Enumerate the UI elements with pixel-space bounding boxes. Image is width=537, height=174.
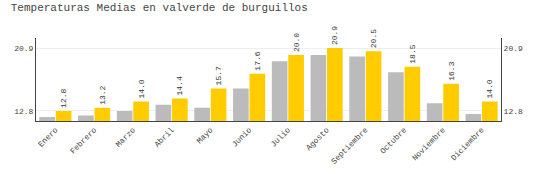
svg-text:14.0: 14.0 [485, 79, 494, 98]
svg-text:Marzo: Marzo [114, 125, 137, 148]
svg-text:12.8: 12.8 [504, 107, 523, 116]
svg-text:12.8: 12.8 [14, 107, 33, 116]
svg-text:12.8: 12.8 [59, 89, 68, 108]
svg-text:Noviembre: Noviembre [410, 125, 447, 162]
svg-text:Julio: Julio [269, 125, 292, 148]
svg-text:20.9: 20.9 [330, 26, 339, 45]
svg-text:Diciembre: Diciembre [449, 125, 486, 162]
svg-text:Mayo: Mayo [195, 125, 215, 145]
svg-text:17.6: 17.6 [253, 51, 262, 70]
svg-text:Febrero: Febrero [68, 125, 98, 155]
svg-text:20.0: 20.0 [292, 33, 301, 52]
svg-text:Agosto: Agosto [304, 125, 331, 152]
svg-text:Septiembre: Septiembre [329, 125, 369, 165]
svg-text:13.2: 13.2 [98, 85, 107, 104]
svg-text:Abril: Abril [153, 125, 176, 148]
svg-text:14.0: 14.0 [137, 79, 146, 98]
svg-text:14.4: 14.4 [175, 76, 184, 95]
svg-text:Junio: Junio [230, 125, 253, 148]
svg-text:Enero: Enero [36, 125, 59, 148]
svg-text:20.9: 20.9 [504, 44, 523, 53]
svg-text:15.7: 15.7 [214, 66, 223, 85]
svg-text:Temperaturas Medias en valverd: Temperaturas Medias en valverde de burgu… [11, 2, 308, 14]
svg-text:20.5: 20.5 [369, 29, 378, 48]
svg-text:Octubre: Octubre [378, 125, 408, 155]
svg-text:18.5: 18.5 [408, 44, 417, 63]
svg-text:16.3: 16.3 [447, 61, 456, 80]
svg-text:20.9: 20.9 [14, 44, 33, 53]
